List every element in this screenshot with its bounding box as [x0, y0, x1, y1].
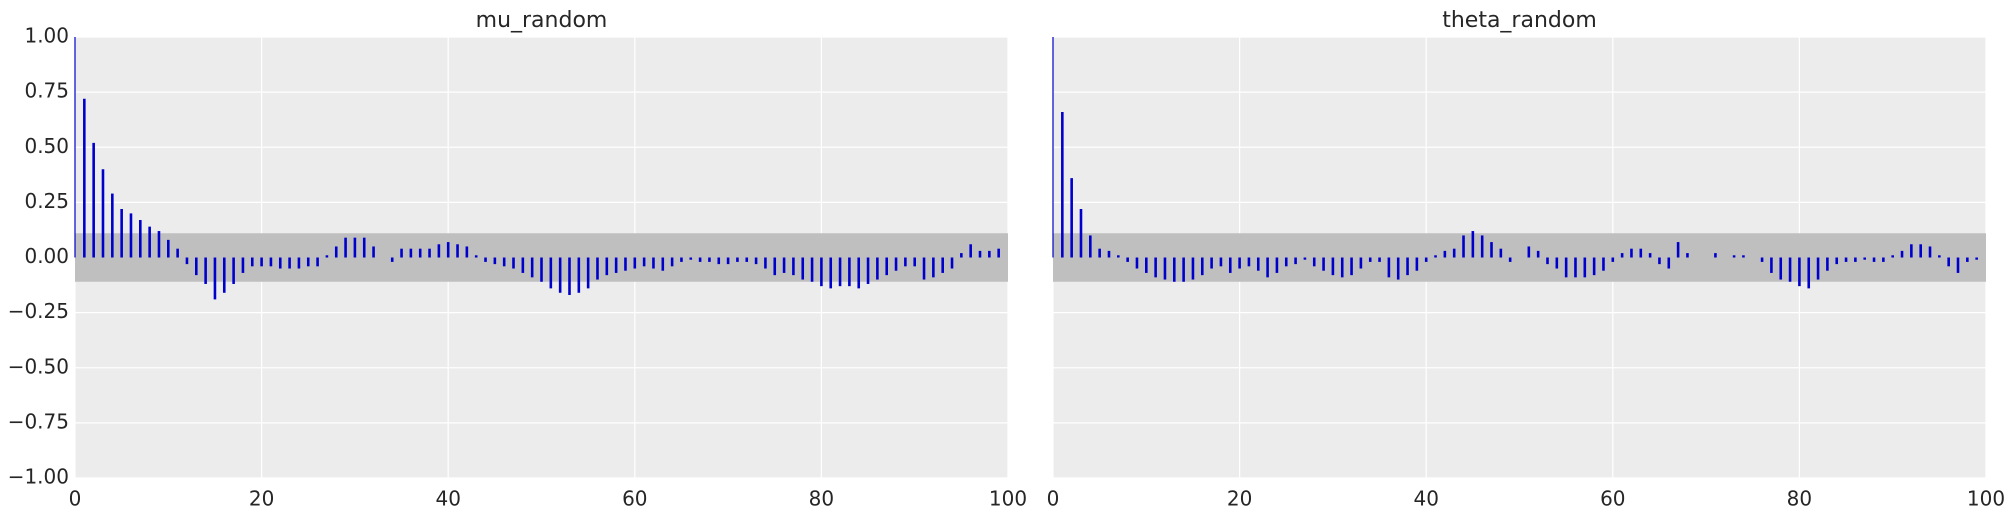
mu-random-y-tick-label: 0.50	[24, 134, 69, 158]
theta-random-confidence-band	[1053, 233, 1986, 282]
mu-random-y-tick-label: −0.25	[8, 299, 69, 323]
mu-random-y-tick-label: 0.75	[24, 79, 69, 103]
mu-random-y-tick-label: 1.00	[24, 24, 69, 48]
theta-random-title: theta_random	[1442, 8, 1597, 33]
mu-random-y-tick-label: 0.25	[24, 189, 69, 213]
mu-random-panel: 0 20 40 60 80 100 1.00 0.75 0.50 0.25 0.00 −0.25 −0.…	[8, 8, 1027, 511]
mu-random-x-tick-label: 40	[435, 487, 460, 511]
mu-random-title: mu_random	[476, 8, 608, 33]
mu-random-x-tick-label: 80	[809, 487, 834, 511]
mu-random-y-tick-label: −0.75	[8, 409, 69, 433]
theta-random-panel: 0 20 40 60 80 100 theta_random	[1047, 8, 2005, 511]
mu-random-y-tick-label: 0.00	[24, 244, 69, 268]
theta-random-x-tick-label: 0	[1047, 487, 1060, 511]
theta-random-x-tick-label: 20	[1227, 487, 1252, 511]
mu-random-y-tick-label: −1.00	[8, 465, 69, 489]
mu-random-y-tick-label: −0.50	[8, 354, 69, 378]
mu-random-x-tick-label: 60	[622, 487, 647, 511]
mu-random-x-tick-label: 20	[249, 487, 274, 511]
mu-random-x-tick-label: 100	[989, 487, 1027, 511]
theta-random-x-tick-label: 100	[1967, 487, 2005, 511]
mu-random-x-tick-label: 0	[69, 487, 82, 511]
theta-random-x-tick-label: 40	[1413, 487, 1438, 511]
theta-random-x-tick-label: 80	[1787, 487, 1812, 511]
theta-random-x-tick-label: 60	[1600, 487, 1625, 511]
